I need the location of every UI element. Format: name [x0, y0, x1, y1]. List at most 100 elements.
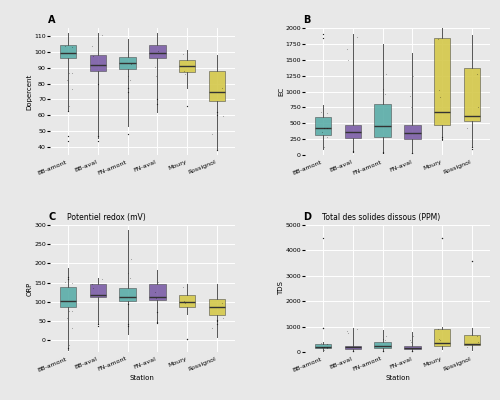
Point — [181, 300, 189, 306]
PathPatch shape — [209, 299, 225, 315]
Point — [94, 133, 102, 139]
Point — [353, 34, 361, 40]
Point — [150, 64, 158, 70]
Y-axis label: EC: EC — [278, 87, 284, 96]
Point — [126, 76, 134, 83]
Point — [349, 149, 357, 155]
PathPatch shape — [90, 284, 106, 297]
Point — [68, 308, 76, 314]
Point — [349, 148, 357, 154]
Point — [382, 333, 390, 339]
Point — [218, 300, 226, 306]
Point — [319, 234, 327, 241]
Point — [68, 324, 76, 331]
Text: C: C — [48, 212, 56, 222]
Point — [183, 103, 191, 109]
X-axis label: Station: Station — [130, 375, 155, 381]
PathPatch shape — [434, 38, 450, 124]
PathPatch shape — [404, 124, 420, 138]
Point — [98, 32, 106, 38]
Point — [65, 103, 73, 109]
PathPatch shape — [344, 124, 361, 138]
Point — [464, 125, 471, 132]
PathPatch shape — [120, 288, 136, 301]
Point — [208, 131, 216, 137]
Point — [408, 149, 416, 156]
Point — [436, 337, 444, 344]
Text: A: A — [48, 16, 56, 26]
Point — [435, 86, 443, 93]
Y-axis label: Dopercent: Dopercent — [27, 74, 33, 110]
Point — [408, 150, 416, 156]
PathPatch shape — [209, 71, 225, 101]
Point — [324, 344, 332, 350]
Point — [468, 144, 476, 150]
Point — [378, 148, 386, 155]
Point — [468, 257, 476, 264]
Point — [406, 337, 413, 344]
Point — [406, 92, 413, 99]
PathPatch shape — [374, 342, 391, 348]
Point — [154, 319, 162, 325]
Point — [64, 345, 72, 351]
Point — [154, 96, 162, 103]
Point — [408, 348, 416, 354]
Point — [64, 276, 72, 282]
Point — [180, 68, 188, 74]
Point — [382, 71, 390, 77]
Point — [323, 340, 331, 347]
Point — [464, 344, 471, 350]
Point — [89, 285, 97, 291]
Point — [434, 36, 442, 42]
Point — [381, 337, 389, 343]
Y-axis label: TDS: TDS — [278, 282, 284, 296]
Point — [154, 101, 162, 108]
Point — [324, 125, 332, 131]
Point — [349, 348, 357, 354]
Point — [353, 326, 361, 332]
Point — [323, 345, 331, 352]
Point — [408, 333, 416, 340]
Point — [343, 46, 351, 53]
Point — [179, 51, 187, 57]
Point — [124, 72, 132, 79]
Point — [62, 278, 70, 285]
Point — [435, 336, 443, 342]
Point — [468, 146, 476, 152]
Point — [316, 340, 324, 347]
Point — [436, 93, 444, 100]
Point — [323, 110, 331, 116]
Point — [319, 324, 327, 331]
Point — [379, 336, 387, 342]
PathPatch shape — [179, 295, 196, 306]
PathPatch shape — [464, 334, 480, 345]
Point — [88, 280, 96, 287]
Point — [124, 88, 132, 95]
Point — [154, 309, 162, 316]
Point — [378, 348, 386, 355]
Point — [218, 315, 226, 322]
Point — [343, 328, 351, 334]
PathPatch shape — [464, 68, 480, 121]
Point — [152, 295, 160, 302]
Point — [378, 149, 386, 156]
Point — [88, 43, 96, 50]
Point — [180, 298, 188, 304]
Text: D: D — [304, 212, 312, 222]
Point — [65, 342, 73, 349]
Point — [323, 134, 331, 140]
Point — [473, 71, 481, 77]
Point — [378, 348, 386, 354]
Point — [218, 113, 226, 119]
Point — [68, 280, 76, 287]
Point — [474, 104, 482, 110]
Point — [124, 321, 132, 328]
Point — [319, 34, 327, 41]
Point — [154, 320, 162, 326]
Point — [127, 60, 135, 67]
Point — [344, 57, 352, 63]
PathPatch shape — [149, 284, 166, 300]
PathPatch shape — [344, 346, 361, 348]
Point — [438, 235, 446, 241]
Point — [213, 317, 221, 324]
